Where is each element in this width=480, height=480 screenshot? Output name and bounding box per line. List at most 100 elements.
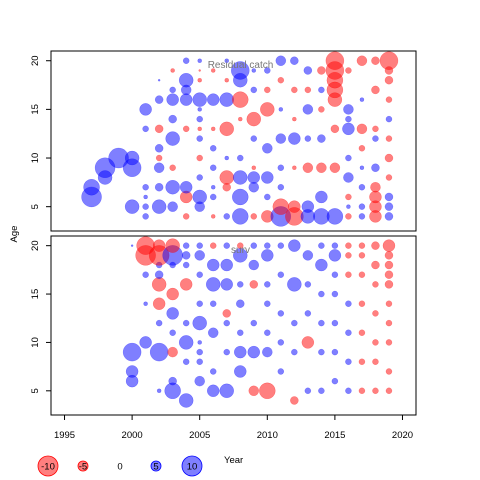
top-bubble	[301, 200, 315, 213]
legend-bubble	[77, 460, 89, 472]
top-bubble	[302, 104, 314, 115]
top-bubble	[166, 93, 179, 106]
bottom-bubble	[358, 300, 366, 307]
top-bubble	[232, 188, 249, 206]
bottom-bubble	[151, 277, 167, 292]
top-bubble	[247, 171, 261, 184]
bottom-bubble	[345, 300, 352, 307]
bottom-panel-title: surv	[231, 245, 250, 256]
top-bubble	[224, 155, 229, 161]
top-bubble	[292, 165, 297, 171]
bottom-bubble	[302, 250, 314, 261]
bottom-bubble	[220, 278, 233, 291]
bottom-bubble	[149, 342, 169, 362]
bottom-bubble	[385, 300, 393, 307]
legend-label: -10	[41, 462, 55, 473]
top-bubble	[385, 174, 393, 181]
top-bubble	[277, 164, 285, 172]
top-bubble	[385, 135, 393, 142]
bottom-bubble	[372, 358, 379, 366]
bottom-bubble	[222, 309, 231, 318]
legend-label: 5	[153, 462, 158, 473]
top-bubble	[371, 85, 380, 95]
bottom-bubble	[207, 327, 219, 339]
top-y-tick-label: 5	[30, 204, 41, 209]
bottom-bubble	[385, 387, 393, 395]
top-bubble	[142, 213, 149, 220]
bottom-bubble	[206, 258, 220, 272]
bottom-bubble	[372, 281, 379, 288]
top-panel: 5 10 15 20 Residual catch	[30, 50, 417, 232]
x-tick-label: 1995	[54, 430, 75, 441]
top-bubble	[182, 213, 190, 220]
bottom-bubble	[331, 319, 339, 327]
legend-bubble	[181, 455, 203, 477]
top-bubble	[178, 72, 194, 88]
legend: -10 -5 0 5 10	[37, 455, 203, 477]
top-bubble	[304, 86, 312, 94]
top-bubble	[182, 125, 190, 133]
bottom-bubble	[277, 310, 285, 317]
top-bubble	[384, 212, 394, 221]
bottom-bubble	[287, 277, 302, 292]
top-bubble	[143, 194, 148, 200]
top-bubble	[315, 190, 328, 204]
bottom-bubble	[291, 348, 298, 356]
top-bubble	[165, 131, 180, 146]
top-bubble	[167, 201, 178, 212]
top-bubble	[345, 193, 352, 201]
bottom-bubble	[248, 385, 260, 397]
top-bubble	[370, 181, 381, 193]
top-bubble	[139, 103, 152, 116]
bottom-bubble	[358, 271, 366, 278]
top-bubble	[384, 75, 394, 85]
bottom-bubble	[318, 348, 325, 356]
bottom-bubble	[318, 387, 325, 395]
bottom-bubble	[372, 339, 379, 346]
bottom-bubble	[155, 319, 163, 327]
bottom-bubble	[264, 300, 271, 307]
x-tick-label: 2020	[392, 430, 413, 441]
top-panel-title: Residual catch	[208, 60, 274, 71]
bottom-bubble	[277, 339, 285, 346]
top-bubble	[192, 189, 207, 205]
top-bubble	[198, 69, 201, 72]
x-tick-label: 2010	[257, 430, 278, 441]
bottom-bubble	[385, 368, 393, 375]
bottom-bubble	[178, 335, 194, 350]
top-bubble	[210, 214, 216, 219]
top-bubble	[275, 55, 287, 66]
bottom-bubble	[209, 242, 217, 249]
top-bubble	[197, 77, 202, 83]
top-bubble	[261, 171, 274, 184]
bottom-bubble	[194, 250, 205, 261]
top-bubble	[317, 66, 326, 75]
bottom-bubble	[345, 358, 352, 366]
top-bubble	[343, 172, 354, 183]
top-bubble	[384, 192, 394, 202]
bottom-bubble	[358, 358, 366, 366]
top-bubble	[142, 125, 149, 133]
top-y-tick-label: 10	[30, 153, 41, 164]
top-bubble	[343, 104, 354, 115]
bottom-bubble	[125, 365, 139, 378]
top-bubble	[264, 193, 271, 201]
top-bubble	[264, 86, 271, 94]
top-bubble	[154, 144, 164, 153]
bottom-bubble	[288, 239, 301, 252]
top-bubble	[142, 203, 149, 210]
x-tick-label: 2000	[122, 430, 143, 441]
top-bubble	[316, 162, 327, 174]
bottom-bubble	[277, 368, 285, 375]
bottom-bubble	[196, 271, 203, 278]
bottom-bubble	[248, 259, 260, 271]
top-bubble	[358, 213, 366, 220]
top-bubble	[165, 179, 180, 195]
top-bubble	[372, 135, 379, 142]
top-bubble	[385, 115, 393, 123]
bottom-bubble	[331, 271, 339, 278]
top-bubble	[359, 97, 365, 102]
bottom-bubble	[237, 281, 244, 288]
top-bubble	[196, 174, 203, 181]
top-bubble	[209, 164, 217, 172]
